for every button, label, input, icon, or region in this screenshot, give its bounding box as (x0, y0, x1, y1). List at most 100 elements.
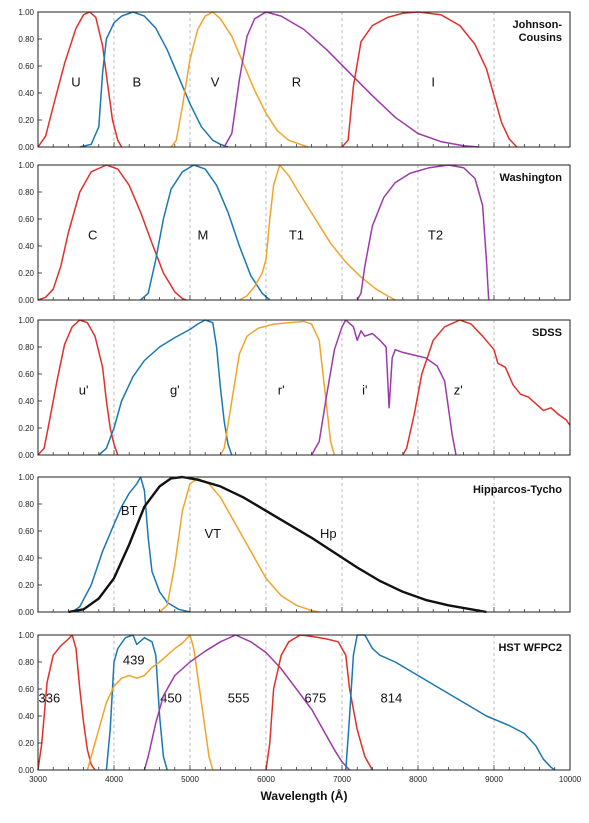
filter-label: C (88, 227, 97, 242)
filter-curve (159, 477, 320, 613)
y-tick-label: 0.60 (18, 527, 34, 536)
x-tick-label: 5000 (181, 775, 199, 784)
y-tick-label: 0.00 (18, 608, 34, 617)
filter-curve (223, 11, 479, 148)
filter-label: U (71, 74, 80, 89)
filter-curve (140, 164, 271, 301)
panel-frame (37, 634, 571, 771)
filter-label: M (197, 227, 208, 242)
filter-curve (345, 634, 556, 771)
y-tick-label: 0.80 (18, 343, 34, 352)
filter-curve (68, 475, 487, 614)
y-tick-label: 0.00 (18, 451, 34, 460)
y-tick-label: 0.20 (18, 269, 34, 278)
filter-label: Hp (320, 526, 337, 541)
y-tick-label: 0.00 (18, 296, 34, 305)
filter-curve (310, 319, 457, 456)
y-tick-label: 0.00 (18, 143, 34, 152)
panel-title: SDSS (532, 327, 562, 339)
filter-curve (219, 320, 336, 456)
filter-label: VT (204, 526, 221, 541)
x-tick-label: 4000 (105, 775, 123, 784)
filter-label: z' (454, 382, 463, 397)
filter-label: BT (121, 503, 138, 518)
panel-background (38, 12, 570, 147)
filter-label: I (431, 74, 435, 89)
filter-curve (86, 634, 214, 771)
filter-curve (265, 634, 374, 771)
y-tick-label: 0.60 (18, 685, 34, 694)
y-tick-label: 0.60 (18, 215, 34, 224)
y-tick-label: 0.20 (18, 424, 34, 433)
panel-title: Hipparcos-Tycho (473, 484, 562, 496)
panel-background (38, 477, 570, 612)
y-tick-label: 0.20 (18, 739, 34, 748)
filter-label: i' (362, 382, 367, 397)
y-tick-label: 0.40 (18, 242, 34, 251)
y-tick-label: 0.60 (18, 62, 34, 71)
y-tick-label: 1.00 (18, 8, 34, 17)
x-tick-label: 9000 (485, 775, 503, 784)
filter-label: 814 (381, 691, 403, 706)
y-tick-label: 1.00 (18, 473, 34, 482)
y-tick-label: 0.40 (18, 712, 34, 721)
panel-title: Washington (499, 172, 562, 184)
x-tick-label: 10000 (559, 775, 582, 784)
x-tick-label: 6000 (257, 775, 275, 784)
filter-label: u' (79, 382, 89, 397)
y-tick-label: 0.20 (18, 581, 34, 590)
filter-curve (239, 164, 396, 301)
filter-label: V (211, 74, 220, 89)
panel-frame (37, 319, 571, 456)
filter-curve (356, 164, 490, 301)
y-tick-label: 1.00 (18, 316, 34, 325)
x-axis-label: Wavelength (Å) (261, 788, 348, 803)
filter-label: 439 (123, 653, 145, 668)
filter-label: r' (278, 382, 285, 397)
filter-label: R (292, 74, 301, 89)
panel-title: Johnson- (513, 19, 563, 31)
filter-label: 675 (305, 691, 327, 706)
y-tick-label: 0.80 (18, 500, 34, 509)
filter-curve (71, 476, 191, 613)
panel-title: Cousins (519, 32, 562, 44)
panel-background (38, 635, 570, 770)
filter-curve (37, 319, 119, 456)
y-tick-label: 0.80 (18, 188, 34, 197)
y-tick-label: 1.00 (18, 161, 34, 170)
filter-label: B (132, 74, 141, 89)
filter-curve (170, 11, 309, 148)
panel-background (38, 165, 570, 300)
panel-title: HST WFPC2 (498, 642, 562, 654)
filter-label: 336 (39, 691, 61, 706)
y-tick-label: 0.40 (18, 397, 34, 406)
panel-frame (37, 476, 571, 613)
x-tick-label: 3000 (29, 775, 47, 784)
y-tick-label: 0.20 (18, 116, 34, 125)
filter-curve (341, 11, 518, 148)
y-tick-label: 0.60 (18, 370, 34, 379)
y-tick-label: 0.80 (18, 35, 34, 44)
x-tick-label: 7000 (333, 775, 351, 784)
filter-curve (37, 164, 187, 301)
panel-frame (37, 11, 571, 148)
y-tick-label: 1.00 (18, 631, 34, 640)
filter-label: T1 (289, 227, 304, 242)
y-tick-label: 0.80 (18, 658, 34, 667)
y-tick-label: 0.00 (18, 766, 34, 775)
y-tick-label: 0.40 (18, 554, 34, 563)
filter-curve (79, 11, 229, 148)
filter-label: g' (170, 382, 180, 397)
y-tick-label: 0.40 (18, 89, 34, 98)
filter-curve (105, 634, 168, 771)
x-tick-label: 8000 (409, 775, 427, 784)
panel-frame (37, 164, 571, 301)
filter-curve (402, 319, 571, 456)
filter-curve (98, 319, 233, 456)
filter-label: 555 (228, 691, 250, 706)
filter-label: 450 (160, 691, 182, 706)
filter-label: T2 (428, 227, 443, 242)
filter-curve (143, 634, 351, 771)
